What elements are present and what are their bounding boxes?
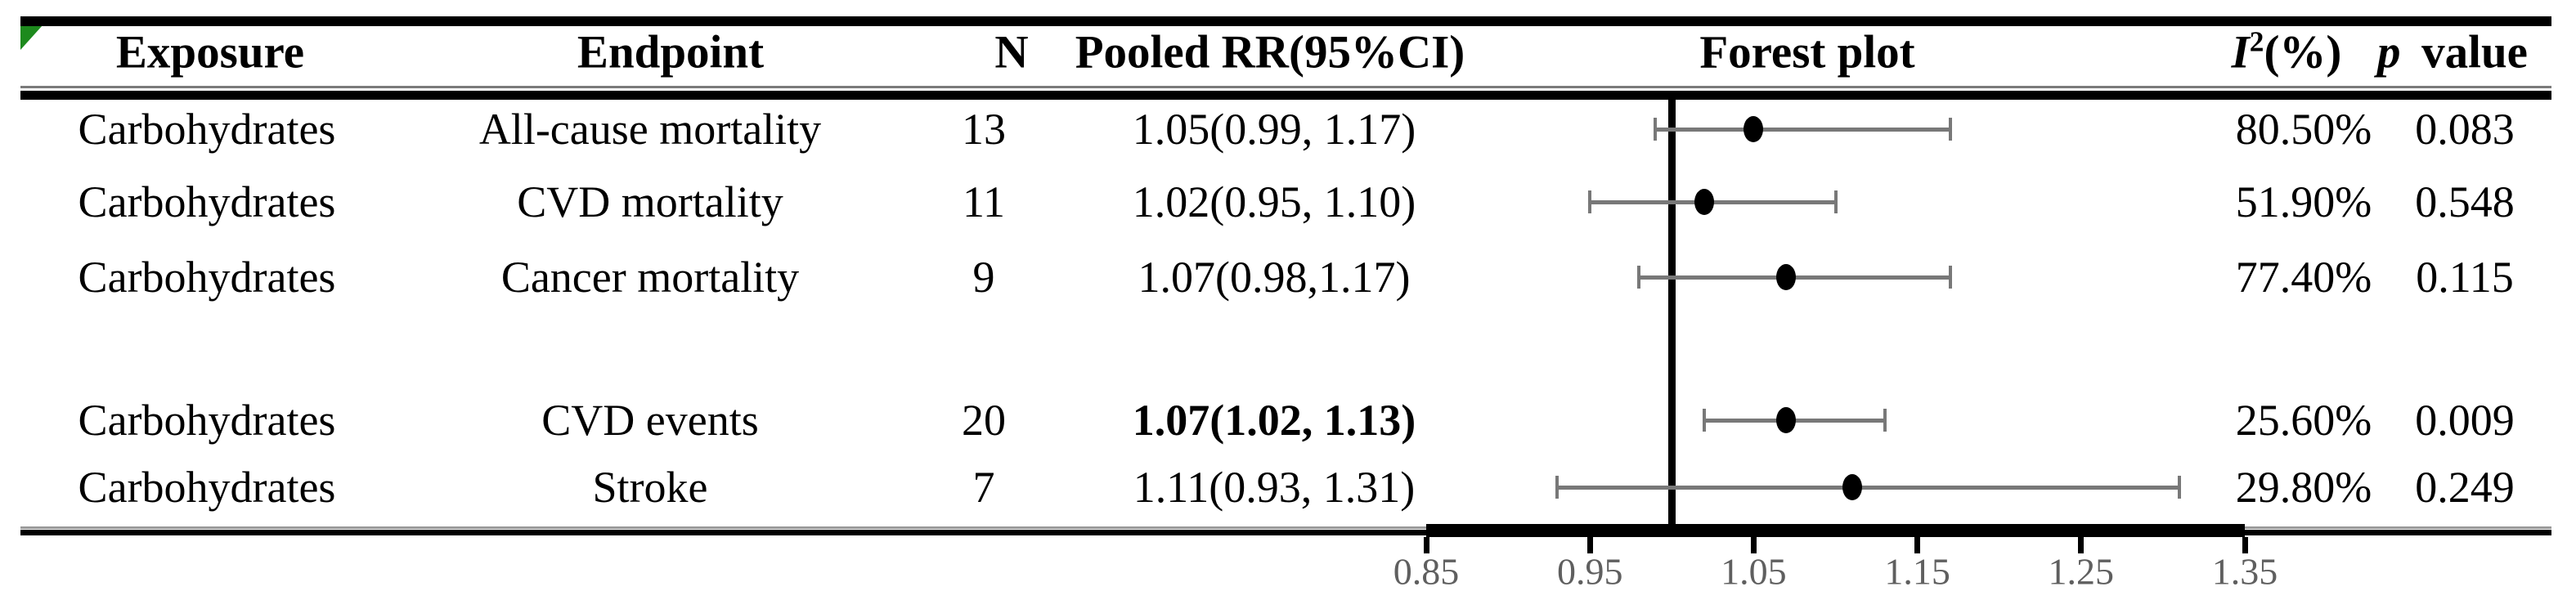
ci-cap-right xyxy=(1948,266,1952,289)
ci-cap-left xyxy=(1637,266,1641,289)
pooled-rr-cell: 1.07(0.98,1.17) xyxy=(1138,253,1411,302)
p-letter: p xyxy=(2377,26,2401,78)
i-squared-unit: (%) xyxy=(2264,26,2342,78)
endpoint-cell: CVD events xyxy=(541,396,759,445)
endpoint-cell: Stroke xyxy=(592,463,708,512)
pooled-rr-cell: 1.07(1.02, 1.13) xyxy=(1132,396,1416,445)
axis-tick-label: 0.85 xyxy=(1393,550,1460,593)
exposure-cell: Carbohydrates xyxy=(78,463,336,512)
header-forest-plot: Forest plot xyxy=(1699,26,1915,78)
axis-tick xyxy=(1914,537,1921,553)
axis-tick xyxy=(1423,537,1429,553)
n-cell: 9 xyxy=(972,253,995,302)
ci-whisker-line xyxy=(1655,127,1950,132)
header-separator-thin xyxy=(20,86,2551,88)
axis-tick-label: 1.05 xyxy=(1721,550,1787,593)
exposure-cell: Carbohydrates xyxy=(78,177,336,226)
i-squared-cell: 25.60% xyxy=(2235,396,2372,445)
header-endpoint: Endpoint xyxy=(577,26,765,78)
ci-cap-left xyxy=(1703,409,1707,432)
axis-tick-label: 1.15 xyxy=(1884,550,1950,593)
header-n: N xyxy=(994,26,1029,78)
exposure-cell: Carbohydrates xyxy=(78,396,336,445)
exposure-cell: Carbohydrates xyxy=(78,105,336,154)
n-cell: 13 xyxy=(962,105,1006,154)
table-top-border xyxy=(20,16,2551,26)
table-bottom-border-thin xyxy=(20,526,2551,529)
axis-tick xyxy=(1750,537,1757,553)
green-corner-flag-icon xyxy=(20,25,43,50)
endpoint-cell: Cancer mortality xyxy=(500,253,800,302)
p-word: value xyxy=(2421,26,2528,78)
p-value-cell: 0.548 xyxy=(2415,177,2515,226)
point-estimate-dot xyxy=(1776,264,1797,290)
exposure-cell: Carbohydrates xyxy=(78,253,336,302)
n-cell: 20 xyxy=(962,396,1006,445)
axis-tick-label: 1.25 xyxy=(2048,550,2115,593)
axis-tick xyxy=(2078,537,2085,553)
ci-cap-left xyxy=(1555,476,1560,499)
point-estimate-dot xyxy=(1694,189,1715,215)
i-squared-sup: 2 xyxy=(2249,25,2264,58)
endpoint-cell: CVD mortality xyxy=(517,177,783,226)
pooled-rr-cell: 1.11(0.93, 1.31) xyxy=(1133,463,1416,512)
point-estimate-dot xyxy=(1744,116,1764,142)
ci-cap-right xyxy=(2177,476,2181,499)
axis-tick xyxy=(1586,537,1593,553)
header-pooled-rr: Pooled RR(95%CI) xyxy=(1075,26,1465,78)
table-bottom-border xyxy=(20,530,2551,535)
endpoint-cell: All-cause mortality xyxy=(478,105,822,154)
pooled-rr-cell: 1.02(0.95, 1.10) xyxy=(1132,177,1416,226)
n-cell: 7 xyxy=(972,463,995,512)
i-squared-cell: 77.40% xyxy=(2235,253,2372,302)
p-value-cell: 0.115 xyxy=(2416,253,2514,302)
axis-tick-label: 0.95 xyxy=(1556,550,1623,593)
header-i-squared: I2(%) xyxy=(2232,26,2342,79)
i-squared-cell: 80.50% xyxy=(2235,105,2372,154)
ci-cap-left xyxy=(1588,190,1592,213)
n-cell: 11 xyxy=(963,177,1005,226)
axis-tick xyxy=(2242,537,2248,553)
header-exposure: Exposure xyxy=(115,26,305,78)
i-squared-cell: 29.80% xyxy=(2235,463,2372,512)
axis-line xyxy=(1426,524,2245,537)
i-squared-cell: 51.90% xyxy=(2235,177,2372,226)
reference-line xyxy=(1667,100,1676,537)
header-separator-thick xyxy=(20,91,2551,100)
ci-cap-right xyxy=(1883,409,1887,432)
ci-cap-left xyxy=(1654,118,1658,141)
header-p-value: p value xyxy=(2377,26,2528,79)
p-value-cell: 0.083 xyxy=(2415,105,2515,154)
ci-cap-right xyxy=(1948,118,1952,141)
p-value-cell: 0.009 xyxy=(2415,396,2515,445)
p-value-cell: 0.249 xyxy=(2415,463,2515,512)
i-squared-letter: I xyxy=(2231,26,2250,78)
ci-whisker-line xyxy=(1557,485,2179,490)
point-estimate-dot xyxy=(1842,474,1862,500)
ci-cap-right xyxy=(1833,190,1838,213)
point-estimate-dot xyxy=(1776,407,1797,433)
pooled-rr-cell: 1.05(0.99, 1.17) xyxy=(1132,105,1416,154)
axis-tick-label: 1.35 xyxy=(2211,550,2278,593)
